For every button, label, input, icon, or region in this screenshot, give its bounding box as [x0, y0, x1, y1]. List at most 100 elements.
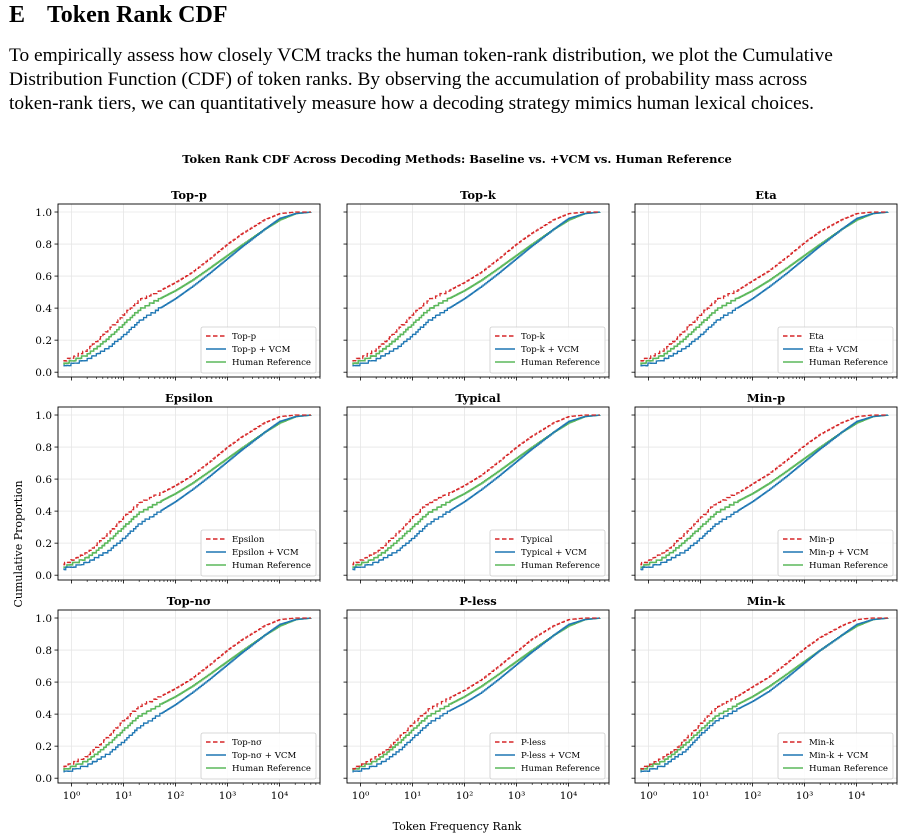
figure-ylabel: Cumulative Proportion — [12, 480, 25, 607]
section-heading: E Token Rank CDF — [9, 2, 228, 29]
legend-entry-vcm-label: Min-p + VCM — [809, 548, 869, 558]
panel-title: Top-k — [460, 188, 497, 202]
y-tick-label: 0.4 — [35, 709, 52, 721]
cdf-panel: Top-p 0.0 0.2 0.4 0.6 0.8 1.0 Top-p Top-p + VCM H… — [35, 188, 321, 381]
section-paragraph: To empirically assess how closely VCM tr… — [9, 44, 920, 116]
x-tick-label: 10¹ — [404, 790, 422, 802]
paragraph-line-1: To empirically assess how closely VCM tr… — [9, 45, 833, 66]
cdf-panel: Min-k 10⁰ 10¹ 10² 10³ 10⁴ Min-k Min-k + VCM Huma… — [631, 594, 898, 802]
paragraph-line-2: Distribution Function (CDF) of token ran… — [9, 69, 808, 90]
series-vcm-line — [640, 617, 889, 773]
x-tick-label: 10² — [456, 790, 474, 802]
legend-box — [200, 732, 317, 780]
panel-frame — [57, 609, 321, 784]
series-baseline-line — [640, 617, 888, 770]
panel-title: Typical — [455, 391, 501, 405]
series-baseline-line — [63, 617, 311, 768]
legend-box — [489, 732, 606, 780]
legend-entry-human-label: Human Reference — [521, 764, 600, 774]
x-tick-label: 10⁴ — [560, 790, 578, 802]
y-tick-label: 0.2 — [35, 538, 52, 550]
series-baseline-line — [352, 211, 600, 362]
y-tick-label: 0.0 — [35, 367, 52, 379]
panel-frame — [346, 203, 610, 378]
cdf-panel: Min-p Min-p Min-p + VCM Human Reference — [631, 391, 898, 584]
legend-box — [777, 326, 894, 374]
y-tick-label: 0.2 — [35, 741, 52, 753]
panel-title: Epsilon — [165, 391, 214, 405]
series-vcm-line — [352, 617, 601, 773]
legend-entry-baseline-label: Top-nσ — [232, 738, 262, 748]
x-tick-label: 10² — [744, 790, 762, 802]
panel-frame — [57, 203, 321, 378]
panel-title: Min-k — [747, 594, 786, 608]
x-tick-label: 10⁰ — [352, 790, 370, 802]
legend-entry-vcm-label: Eta + VCM — [809, 345, 858, 355]
x-tick-label: 10³ — [796, 790, 814, 802]
section-title: Token Rank CDF — [47, 2, 228, 28]
panel-title: Min-p — [747, 391, 785, 405]
paragraph-line-3: token-rank tiers, we can quantitatively … — [9, 93, 814, 114]
section-number: E — [9, 2, 26, 28]
legend-entry-vcm-label: Typical + VCM — [521, 548, 587, 558]
panel-title: Top-p — [171, 188, 207, 202]
legend-entry-human-label: Human Reference — [521, 358, 600, 368]
legend-entry-vcm-label: P-less + VCM — [521, 751, 580, 761]
panel-title: Top-nσ — [167, 594, 212, 608]
y-tick-label: 0.8 — [35, 442, 52, 454]
legend-entry-vcm-label: Top-p + VCM — [232, 345, 291, 355]
legend-entry-human-label: Human Reference — [232, 358, 311, 368]
y-tick-label: 0.6 — [35, 271, 52, 283]
legend-entry-human-label: Human Reference — [521, 561, 600, 571]
legend-entry-vcm-label: Epsilon + VCM — [232, 548, 299, 558]
legend-entry-human-label: Human Reference — [232, 764, 311, 774]
series-vcm-line — [63, 211, 312, 367]
series-vcm-line — [63, 414, 312, 571]
legend-entry-baseline-label: Eta — [809, 332, 824, 342]
legend-entry-human-label: Human Reference — [809, 561, 888, 571]
cdf-panel: P-less 10⁰ 10¹ 10² 10³ 10⁴ P-less P-less + VCM H… — [343, 594, 610, 802]
x-tick-label: 10⁰ — [63, 790, 81, 802]
series-baseline-line — [640, 211, 888, 362]
x-tick-label: 10² — [167, 790, 185, 802]
legend-entry-baseline-label: Top-k — [521, 332, 546, 342]
series-vcm-line — [640, 414, 889, 571]
panel-title: Eta — [755, 188, 777, 202]
legend-box — [489, 326, 606, 374]
series-baseline-line — [352, 414, 600, 566]
y-tick-label: 1.0 — [35, 613, 52, 625]
y-tick-label: 1.0 — [35, 207, 52, 219]
series-baseline-line — [63, 414, 311, 566]
y-tick-label: 1.0 — [35, 410, 52, 422]
cdf-panel: Top-k Top-k Top-k + VCM Human Reference — [343, 188, 610, 381]
y-tick-label: 0.2 — [35, 335, 52, 347]
series-baseline-line — [640, 414, 888, 566]
legend-box — [489, 529, 606, 577]
y-tick-label: 0.0 — [35, 570, 52, 582]
legend-box — [200, 326, 317, 374]
legend-box — [200, 529, 317, 577]
figure-xlabel: Token Frequency Rank — [393, 820, 522, 833]
y-tick-label: 0.0 — [35, 773, 52, 785]
series-vcm-line — [352, 211, 601, 367]
legend-entry-baseline-label: Min-k — [809, 738, 835, 748]
legend-entry-human-label: Human Reference — [809, 764, 888, 774]
series-vcm-line — [352, 414, 601, 571]
legend-entry-vcm-label: Top-nσ + VCM — [232, 751, 296, 761]
legend-entry-vcm-label: Min-k + VCM — [809, 751, 869, 761]
y-tick-label: 0.6 — [35, 677, 52, 689]
token-rank-cdf-figure: Token Rank CDF Across Decoding Methods: … — [12, 152, 898, 833]
legend-box — [777, 732, 894, 780]
panel-frame — [634, 609, 898, 784]
y-tick-label: 0.4 — [35, 506, 52, 518]
panel-frame — [57, 406, 321, 581]
legend-entry-vcm-label: Top-k + VCM — [521, 345, 579, 355]
legend-box — [777, 529, 894, 577]
x-tick-label: 10¹ — [115, 790, 133, 802]
y-tick-label: 0.4 — [35, 303, 52, 315]
series-vcm-line — [63, 617, 312, 773]
panel-frame — [634, 203, 898, 378]
series-vcm-line — [640, 211, 889, 367]
y-tick-label: 0.8 — [35, 645, 52, 657]
legend-entry-human-label: Human Reference — [809, 358, 888, 368]
